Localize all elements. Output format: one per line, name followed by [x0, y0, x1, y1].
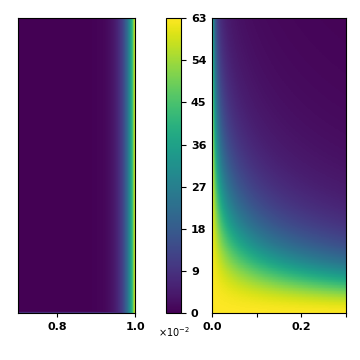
Text: $\times10^{-2}$: $\times10^{-2}$	[158, 325, 190, 339]
